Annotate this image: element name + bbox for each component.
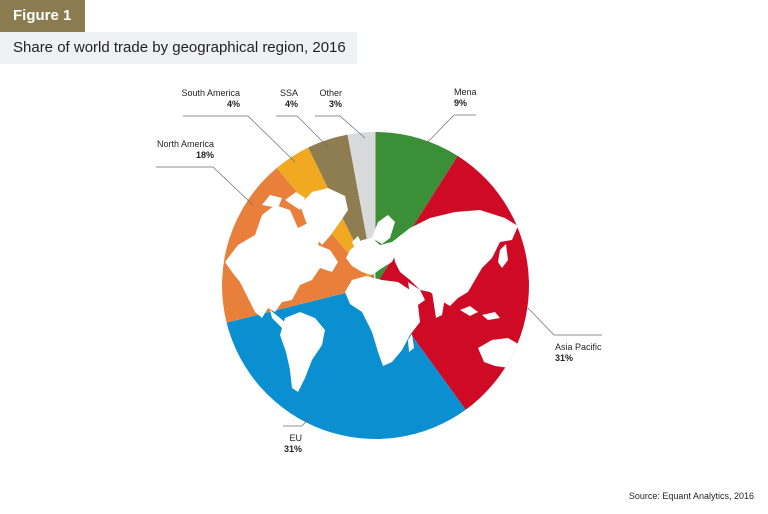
label-asia-pacific: Asia Pacific 31% <box>555 342 602 364</box>
leader-line-north-america <box>156 166 254 206</box>
label-mena-name: Mena <box>454 87 477 97</box>
label-south-america-pct: 4% <box>226 99 240 109</box>
source-note: Source: Equant Analytics, 2016 <box>628 491 754 501</box>
world-map-silhouette <box>225 188 522 392</box>
label-ssa: SSA 4% <box>270 88 298 110</box>
label-north-america-pct: 18% <box>195 150 214 160</box>
continent-north-america <box>225 205 338 318</box>
label-eu-pct: 31% <box>283 444 302 454</box>
leader-line-ssa <box>276 115 329 148</box>
leader-line-other <box>315 115 366 139</box>
label-asia-pacific-name: Asia Pacific <box>555 342 602 352</box>
leader-lines <box>156 114 602 427</box>
label-other: Other 3% <box>312 88 342 110</box>
figure-label: Figure 1 <box>0 0 85 32</box>
label-ssa-pct: 4% <box>284 99 298 109</box>
label-north-america: North America 18% <box>140 139 214 161</box>
continent-europe <box>346 238 398 275</box>
label-mena-pct: 9% <box>454 98 468 108</box>
label-south-america: South America 4% <box>170 88 240 110</box>
continent-asia <box>392 210 518 306</box>
label-other-name: Other <box>319 88 342 98</box>
label-other-pct: 3% <box>328 99 342 109</box>
label-eu: EU 31% <box>270 433 302 455</box>
label-north-america-name: North America <box>156 139 214 149</box>
label-south-america-name: South America <box>181 88 240 98</box>
chart-title: Share of world trade by geographical reg… <box>0 32 357 64</box>
leader-line-south-america <box>183 115 296 163</box>
label-ssa-name: SSA <box>279 88 298 98</box>
leader-line-asia-pacific <box>527 307 602 336</box>
label-asia-pacific-pct: 31% <box>555 353 574 363</box>
leader-line-mena <box>421 114 476 149</box>
label-eu-name: EU <box>289 433 302 443</box>
continent-africa <box>345 276 420 366</box>
label-mena: Mena 9% <box>454 87 477 109</box>
leader-line-eu <box>283 416 311 427</box>
continent-greenland <box>300 188 348 245</box>
continent-south-america <box>280 312 325 392</box>
